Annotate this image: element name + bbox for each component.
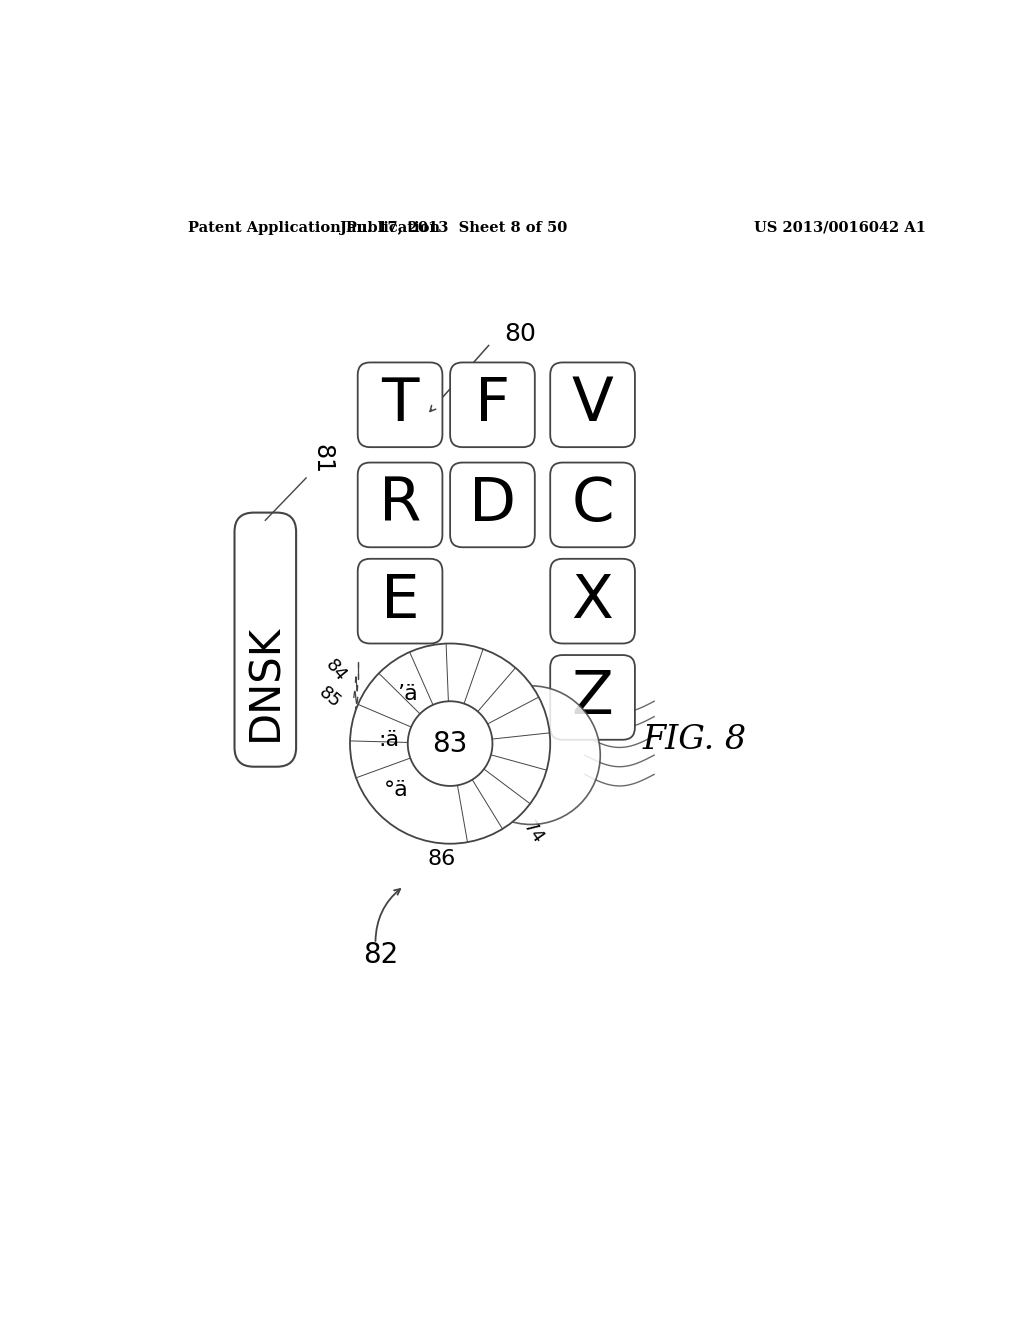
Text: Patent Application Publication: Patent Application Publication (188, 220, 440, 235)
FancyBboxPatch shape (550, 558, 635, 644)
Text: 82: 82 (364, 941, 398, 969)
Text: E: E (381, 572, 420, 631)
Text: X: X (571, 572, 613, 631)
Text: 74: 74 (519, 817, 548, 846)
Text: 85: 85 (315, 684, 345, 711)
Text: C: C (571, 475, 613, 535)
Circle shape (350, 644, 550, 843)
FancyBboxPatch shape (357, 462, 442, 548)
Text: Z: Z (571, 668, 613, 727)
FancyBboxPatch shape (451, 462, 535, 548)
Text: V: V (571, 375, 613, 434)
Text: FIG. 8: FIG. 8 (643, 723, 746, 756)
Text: D: D (469, 475, 516, 535)
FancyBboxPatch shape (550, 655, 635, 739)
Text: 80: 80 (504, 322, 536, 346)
Text: °ä: °ä (384, 780, 409, 800)
Text: ʼä: ʼä (397, 684, 418, 704)
Text: 84: 84 (322, 656, 350, 685)
FancyBboxPatch shape (550, 462, 635, 548)
Text: 83: 83 (432, 730, 468, 758)
FancyBboxPatch shape (234, 512, 296, 767)
Text: US 2013/0016042 A1: US 2013/0016042 A1 (755, 220, 927, 235)
Text: Jan. 17, 2013  Sheet 8 of 50: Jan. 17, 2013 Sheet 8 of 50 (340, 220, 567, 235)
FancyBboxPatch shape (550, 363, 635, 447)
Text: R: R (379, 475, 421, 535)
Text: :ä: :ä (378, 730, 399, 750)
Text: DNSK: DNSK (245, 623, 287, 741)
Text: 81: 81 (310, 444, 334, 474)
Text: 86: 86 (427, 849, 456, 869)
Text: F: F (475, 375, 510, 434)
FancyBboxPatch shape (451, 363, 535, 447)
FancyBboxPatch shape (357, 558, 442, 644)
Circle shape (462, 686, 600, 825)
Text: T: T (381, 375, 419, 434)
Circle shape (408, 701, 493, 785)
FancyBboxPatch shape (357, 363, 442, 447)
